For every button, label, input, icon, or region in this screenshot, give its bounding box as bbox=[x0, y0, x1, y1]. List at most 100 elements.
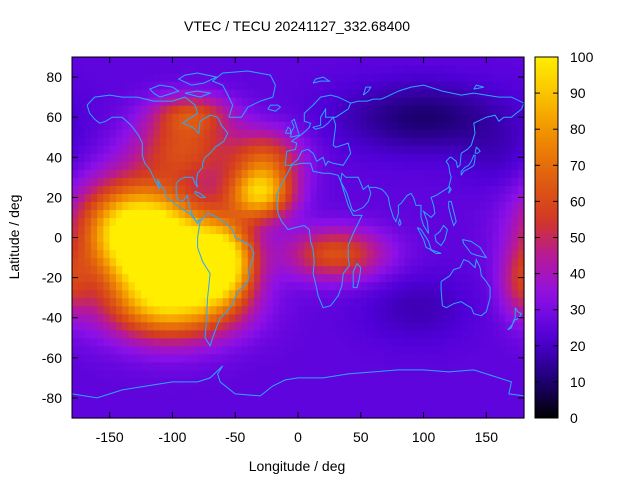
heatmap-cell bbox=[172, 385, 180, 395]
heatmap-cell bbox=[210, 409, 217, 419]
heatmap-cell bbox=[392, 57, 400, 66]
heatmap-cell bbox=[103, 153, 111, 162]
heatmap-cell bbox=[291, 281, 299, 291]
heatmap-cell bbox=[323, 289, 330, 299]
heatmap-cell bbox=[103, 297, 111, 307]
heatmap-cell bbox=[379, 225, 387, 235]
heatmap-cell bbox=[78, 289, 86, 299]
heatmap-cell bbox=[385, 289, 393, 299]
heatmap-cell bbox=[511, 105, 519, 114]
heatmap-cell bbox=[417, 73, 425, 82]
heatmap-cell bbox=[115, 177, 123, 186]
heatmap-cell bbox=[141, 273, 148, 283]
heatmap-cell bbox=[235, 305, 243, 315]
heatmap-cell bbox=[247, 369, 255, 379]
heatmap-cell bbox=[316, 233, 324, 243]
heatmap-cell bbox=[122, 185, 130, 194]
heatmap-cell bbox=[367, 289, 374, 299]
heatmap-cell bbox=[448, 177, 456, 186]
heatmap-cell bbox=[90, 153, 98, 162]
heatmap-cell bbox=[429, 193, 437, 202]
heatmap-cell bbox=[260, 377, 268, 387]
heatmap-cell bbox=[429, 81, 437, 90]
heatmap-cell bbox=[178, 185, 186, 194]
heatmap-cell bbox=[454, 345, 462, 355]
heatmap-cell bbox=[272, 161, 280, 170]
heatmap-cell bbox=[385, 81, 393, 90]
heatmap-cell bbox=[316, 393, 324, 403]
heatmap-cell bbox=[122, 73, 130, 82]
heatmap-cell bbox=[178, 345, 186, 355]
heatmap-cell bbox=[392, 209, 400, 219]
heatmap-cell bbox=[329, 241, 337, 251]
heatmap-cell bbox=[442, 265, 450, 275]
heatmap-cell bbox=[222, 73, 230, 82]
heatmap-cell bbox=[272, 273, 280, 283]
heatmap-cell bbox=[323, 185, 330, 194]
heatmap-cell bbox=[454, 153, 462, 162]
heatmap-cell bbox=[241, 273, 249, 283]
heatmap-cell bbox=[442, 297, 450, 307]
heatmap-cell bbox=[216, 113, 224, 122]
heatmap-cell bbox=[241, 185, 249, 194]
colorbar-tick-label: 100 bbox=[570, 49, 594, 65]
heatmap-cell bbox=[517, 289, 525, 299]
heatmap-cell bbox=[385, 121, 393, 130]
heatmap-cell bbox=[417, 241, 425, 251]
heatmap-cell bbox=[141, 209, 148, 219]
heatmap-cell bbox=[411, 329, 418, 339]
heatmap-cell bbox=[335, 409, 343, 419]
heatmap-cell bbox=[128, 273, 136, 283]
heatmap-cell bbox=[473, 377, 481, 387]
heatmap-cell bbox=[505, 377, 513, 387]
heatmap-cell bbox=[392, 73, 400, 82]
heatmap-cell bbox=[348, 257, 356, 267]
heatmap-cell bbox=[266, 65, 274, 74]
heatmap-cell bbox=[329, 265, 337, 275]
heatmap-cell bbox=[367, 233, 374, 243]
heatmap-cell bbox=[304, 265, 312, 275]
heatmap-cell bbox=[122, 209, 130, 219]
heatmap-cell bbox=[373, 257, 381, 267]
heatmap-cell bbox=[341, 249, 349, 259]
heatmap-cell bbox=[147, 185, 155, 194]
heatmap-cell bbox=[486, 209, 494, 219]
heatmap-cell bbox=[191, 305, 199, 315]
heatmap-cell bbox=[298, 281, 305, 291]
heatmap-cell bbox=[423, 265, 431, 275]
heatmap-cell bbox=[84, 113, 92, 122]
heatmap-cell bbox=[128, 185, 136, 194]
heatmap-cell bbox=[411, 393, 418, 403]
heatmap-cell bbox=[197, 161, 205, 170]
heatmap-cell bbox=[254, 137, 261, 146]
coastline bbox=[473, 84, 484, 90]
heatmap-cell bbox=[411, 289, 418, 299]
heatmap-cell bbox=[379, 257, 387, 267]
heatmap-cell bbox=[254, 209, 261, 219]
heatmap-cell bbox=[210, 401, 217, 411]
heatmap-cell bbox=[122, 105, 130, 114]
heatmap-cell bbox=[436, 73, 443, 82]
heatmap-cell bbox=[398, 313, 406, 323]
heatmap-cell bbox=[172, 113, 180, 122]
heatmap-cell bbox=[385, 321, 393, 331]
heatmap-cell bbox=[385, 297, 393, 307]
heatmap-cell bbox=[417, 385, 425, 395]
heatmap-cell bbox=[329, 105, 337, 114]
heatmap-cell bbox=[279, 241, 287, 251]
heatmap-cell bbox=[254, 105, 261, 114]
heatmap-cell bbox=[291, 369, 299, 379]
heatmap-cell bbox=[115, 353, 123, 363]
heatmap-cell bbox=[429, 217, 437, 227]
heatmap-cell bbox=[241, 97, 249, 106]
heatmap-cell bbox=[486, 305, 494, 315]
heatmap-cell bbox=[141, 313, 148, 323]
heatmap-cell bbox=[417, 409, 425, 419]
heatmap-cell bbox=[423, 105, 431, 114]
heatmap-cell bbox=[329, 65, 337, 74]
heatmap-cell bbox=[153, 289, 161, 299]
heatmap-cell bbox=[348, 249, 356, 259]
heatmap-cell bbox=[216, 289, 224, 299]
heatmap-cell bbox=[254, 281, 261, 291]
